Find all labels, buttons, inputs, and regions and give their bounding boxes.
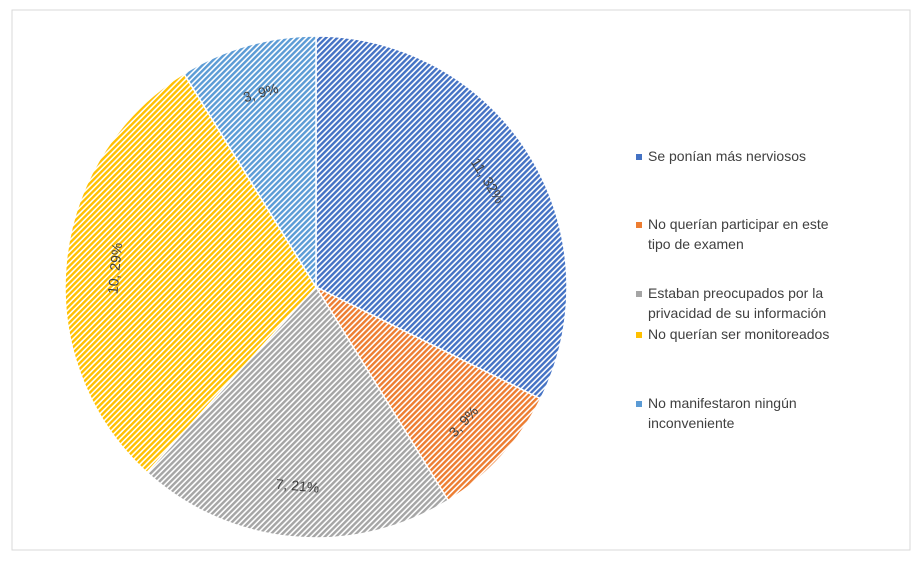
legend-marker — [636, 332, 642, 338]
data-label: 10, 29% — [104, 242, 125, 295]
legend-marker — [636, 154, 642, 160]
legend-label: No manifestaron ningún inconveniente — [648, 395, 797, 431]
data-label: 7, 21% — [275, 476, 320, 496]
pie-slice — [313, 285, 542, 502]
pie-slice — [145, 285, 450, 539]
pie-slice — [315, 35, 568, 400]
legend-marker — [636, 222, 642, 228]
pie-slice — [64, 72, 317, 474]
legend-marker — [636, 401, 642, 407]
legend-label: No querían participar en este tipo de exa… — [648, 216, 829, 252]
legend-label: No querían ser monitoreados — [648, 326, 829, 342]
legend-label: Se ponían más nerviosos — [648, 148, 806, 164]
legend-label: Estaban preocupados por la privacidad de … — [648, 285, 826, 321]
legend-marker — [636, 291, 642, 297]
pie-slice — [182, 35, 317, 290]
